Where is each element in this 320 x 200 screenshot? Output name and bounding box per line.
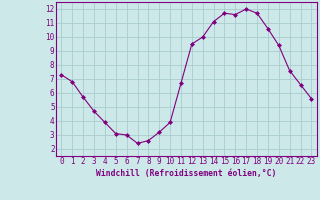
X-axis label: Windchill (Refroidissement éolien,°C): Windchill (Refroidissement éolien,°C) — [96, 169, 276, 178]
